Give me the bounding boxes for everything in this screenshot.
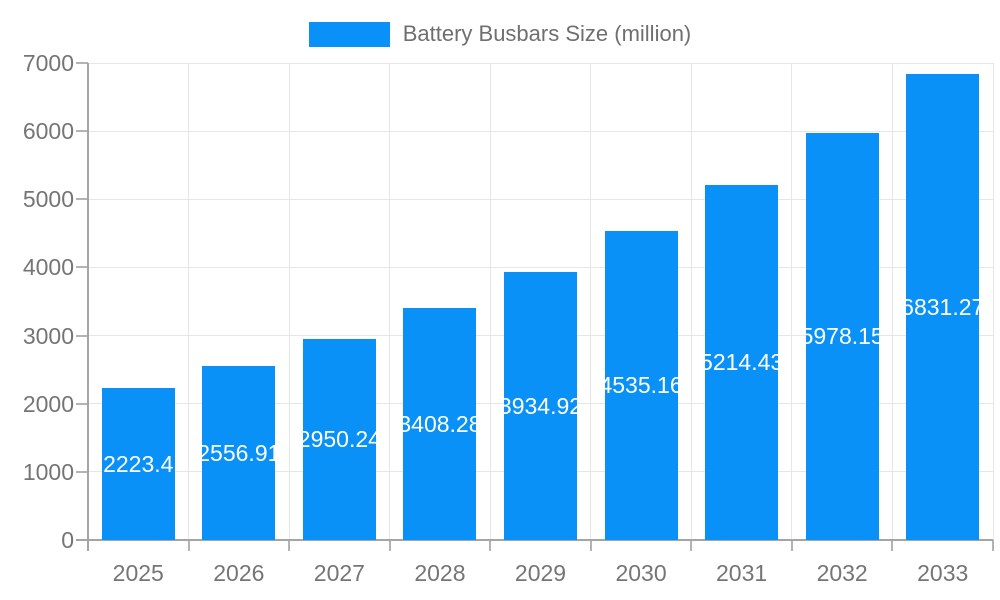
x-tick bbox=[388, 540, 391, 551]
bar-value-label: 2556.91 bbox=[202, 439, 276, 466]
bar[interactable]: 5214.43 bbox=[705, 184, 779, 540]
y-tick-label: 7000 bbox=[22, 50, 74, 76]
x-gridline bbox=[590, 63, 592, 540]
x-axis-line bbox=[76, 539, 993, 541]
y-gridline bbox=[88, 62, 993, 64]
bar[interactable]: 6831.27 bbox=[906, 74, 980, 540]
y-tick-label: 0 bbox=[61, 527, 74, 553]
bar[interactable]: 4535.16 bbox=[604, 230, 678, 540]
x-tick-label: 2026 bbox=[213, 560, 265, 586]
bar-value-label: 5978.15 bbox=[805, 323, 879, 350]
y-tick-label: 5000 bbox=[22, 186, 74, 213]
x-tick bbox=[589, 540, 592, 551]
x-tick bbox=[690, 540, 693, 551]
x-tick-label: 2029 bbox=[514, 560, 567, 586]
bar-value-label: 3408.28 bbox=[403, 410, 477, 437]
x-tick-label: 2030 bbox=[615, 560, 667, 586]
bar-value-label: 5214.43 bbox=[705, 349, 779, 376]
x-tick-label: 2027 bbox=[313, 560, 365, 586]
legend[interactable]: Battery Busbars Size (million) bbox=[0, 21, 1000, 47]
y-tick-label: 2000 bbox=[22, 390, 74, 417]
x-tick bbox=[992, 540, 994, 551]
x-tick-label: 2032 bbox=[816, 560, 868, 586]
x-gridline bbox=[690, 63, 692, 540]
bar[interactable]: 5978.15 bbox=[805, 132, 879, 540]
bar-value-label: 3934.92 bbox=[504, 392, 577, 419]
x-tick-label: 2033 bbox=[917, 560, 969, 586]
y-tick bbox=[76, 334, 88, 337]
y-tick-label: 3000 bbox=[22, 322, 74, 349]
y-gridline bbox=[88, 130, 993, 132]
x-tick-label: 2031 bbox=[716, 560, 768, 586]
bar-value-label: 4535.16 bbox=[604, 372, 678, 399]
x-tick bbox=[187, 540, 190, 551]
y-tick bbox=[76, 402, 88, 405]
bar[interactable]: 2950.24 bbox=[302, 338, 376, 540]
y-tick bbox=[76, 62, 88, 64]
bar-value-label: 2223.4 bbox=[103, 451, 174, 478]
bar-value-label: 6831.27 bbox=[906, 294, 980, 321]
y-tick bbox=[76, 198, 88, 201]
x-tick bbox=[891, 540, 894, 551]
x-tick-label: 2028 bbox=[414, 560, 466, 586]
legend-label: Battery Busbars Size (million) bbox=[402, 21, 692, 46]
legend-swatch bbox=[308, 21, 390, 47]
x-tick bbox=[489, 540, 492, 551]
x-gridline bbox=[791, 63, 793, 540]
x-gridline bbox=[891, 63, 893, 540]
y-tick bbox=[76, 266, 88, 269]
x-gridline bbox=[489, 63, 491, 540]
y-axis-line bbox=[87, 63, 89, 551]
x-tick bbox=[288, 540, 291, 551]
x-gridline bbox=[992, 63, 994, 540]
bar[interactable]: 3934.92 bbox=[504, 271, 577, 540]
y-tick-label: 4000 bbox=[22, 254, 74, 281]
bar-value-label: 2950.24 bbox=[302, 426, 376, 453]
y-gridline bbox=[88, 198, 993, 200]
x-gridline bbox=[389, 63, 391, 540]
bar[interactable]: 3408.28 bbox=[403, 307, 477, 540]
y-tick-label: 6000 bbox=[22, 118, 74, 145]
bar[interactable]: 2223.4 bbox=[101, 388, 175, 540]
x-gridline bbox=[288, 63, 290, 540]
x-tick-label: 2025 bbox=[112, 560, 164, 586]
bar[interactable]: 2556.91 bbox=[202, 365, 276, 540]
x-tick bbox=[790, 540, 793, 551]
y-gridline bbox=[88, 266, 993, 268]
y-tick-label: 1000 bbox=[22, 458, 74, 485]
y-tick bbox=[76, 470, 88, 473]
y-tick bbox=[76, 130, 88, 133]
x-gridline bbox=[188, 63, 190, 540]
